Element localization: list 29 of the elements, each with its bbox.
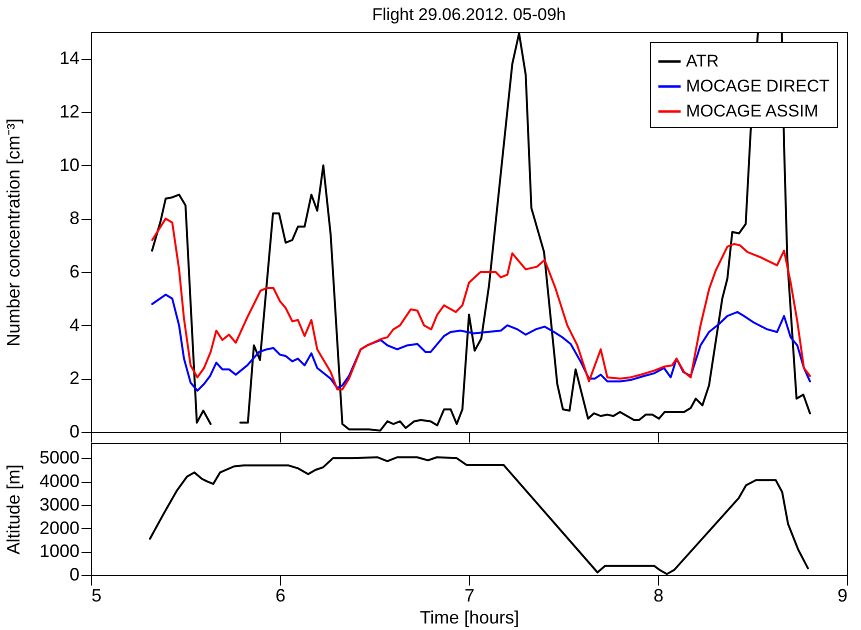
x-axis-title: Time [hours] [420, 608, 520, 628]
y-tick-label: 8 [69, 208, 80, 228]
legend-label: MOCAGE DIRECT [686, 76, 830, 96]
y-tick-label: 5000 [39, 448, 80, 468]
y-tick-label: 0 [69, 422, 80, 442]
legend-label: ATR [686, 52, 719, 70]
line-series [151, 218, 811, 390]
x-tick-label: 7 [464, 586, 475, 606]
y-tick-label: 4000 [39, 471, 80, 492]
x-tick-label: 6 [275, 586, 286, 606]
line-series [148, 456, 809, 575]
legend-label: MOCAGE ASSIM [686, 102, 818, 120]
y-tick-label: 2000 [39, 518, 80, 538]
chart-title: Flight 29.06.2012. 05-09h [372, 5, 566, 24]
x-tick-label: 9 [837, 586, 848, 606]
line-series [151, 294, 811, 392]
y-axis-title: Altitude [m] [4, 464, 24, 555]
x-tick-label: 8 [653, 586, 664, 606]
y-tick-label: 2 [69, 368, 80, 388]
y-tick-label: 0 [69, 564, 80, 584]
y-tick-label: 3000 [39, 494, 80, 514]
x-tick-label: 5 [92, 586, 102, 606]
y-tick-label: 10 [59, 154, 80, 175]
y-tick-label: 1000 [39, 541, 80, 562]
y-tick-label: 6 [69, 262, 80, 282]
y-axis-title: Number concentration [cm⁻³] [4, 118, 24, 347]
y-tick-label: 14 [59, 48, 80, 68]
y-tick-label: 4 [69, 314, 80, 335]
y-tick-label: 12 [59, 102, 80, 122]
